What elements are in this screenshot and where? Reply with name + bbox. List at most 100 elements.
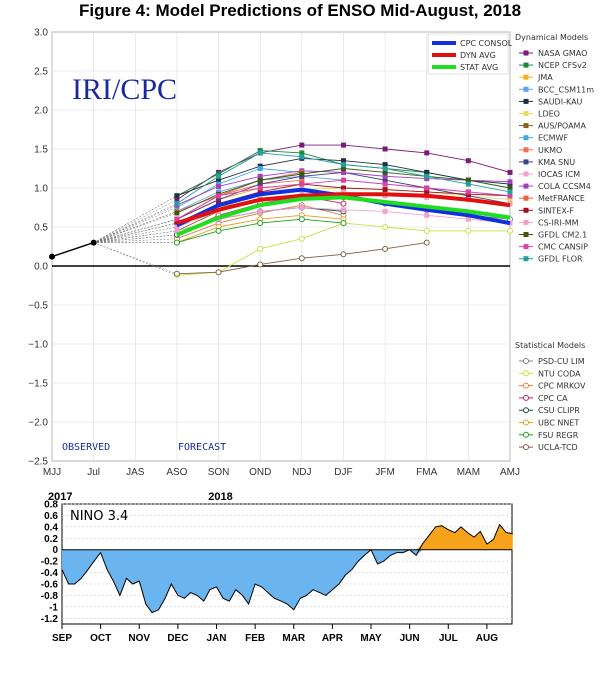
legend-label: NCEP CFSv2 [538, 61, 587, 70]
legend-label: PSD-CU LIM [538, 357, 585, 366]
x-tick-label: DEC [167, 633, 188, 644]
iri-cpc-logo: IRI/CPC [72, 73, 177, 106]
data-point [424, 212, 430, 218]
legend-marker [523, 244, 529, 250]
y-tick-label: −2.0 [28, 418, 48, 429]
data-point [507, 197, 513, 203]
data-point [340, 142, 346, 148]
y-tick-label: 1.5 [34, 145, 48, 156]
plot-area [51, 31, 511, 462]
y-tick-label: 0.6 [44, 511, 58, 522]
y-tick-label: -0.2 [41, 557, 59, 568]
x-tick-label: FMA [416, 467, 437, 478]
data-point [216, 205, 222, 210]
data-point [340, 251, 347, 258]
data-point [299, 150, 305, 156]
y-tick-label: 0.4 [44, 522, 58, 533]
data-point [382, 166, 388, 171]
nino34-line [61, 523, 513, 614]
fan-line [93, 212, 177, 243]
y-tick-label: -0.4 [41, 568, 59, 579]
y-tick-label: −1.5 [28, 379, 48, 390]
fan-line [93, 242, 177, 275]
legend-marker [523, 419, 529, 426]
data-point [299, 181, 305, 187]
data-point [257, 261, 264, 268]
legend-marker [523, 183, 529, 189]
legend-label: DYN AVG [460, 51, 496, 60]
x-tick-label: FEB [245, 633, 265, 644]
x-tick-label: MAR [282, 633, 306, 644]
statistical-series [173, 216, 347, 246]
y-tick-label: 0 [52, 545, 58, 556]
data-point [382, 187, 388, 193]
data-point [257, 173, 263, 179]
statistical-series [173, 239, 430, 277]
main-legend: CPC CONSOL DYN AVG STAT AVG [427, 33, 513, 75]
legend-marker [523, 444, 529, 451]
data-point [174, 197, 180, 203]
data-point [465, 189, 471, 195]
data-point [215, 227, 222, 234]
data-point [340, 166, 346, 171]
y-tick-label: 2.0 [34, 106, 48, 117]
legend-label: SAUDI-KAU [538, 97, 583, 106]
data-point [257, 189, 263, 195]
data-point [299, 171, 305, 177]
data-point [465, 181, 471, 187]
data-point [257, 245, 264, 252]
legend-label: COLA CCSM4 [538, 182, 591, 191]
fan-line [93, 195, 178, 243]
data-point [216, 197, 222, 203]
legend-label: BCC_CSM11m [538, 85, 594, 94]
data-point [299, 154, 305, 160]
y-tick-label: −0.5 [28, 301, 48, 312]
legend-label: GFDL FLOR [538, 255, 583, 264]
data-point [257, 150, 263, 156]
data-point [424, 185, 430, 191]
data-point [507, 227, 513, 234]
data-point [424, 169, 430, 175]
data-point [174, 193, 180, 199]
legend-label: CSU CLIPR [538, 406, 580, 415]
y-tick-label: 0.5 [34, 223, 48, 234]
x-tick-label: JFM [375, 467, 394, 478]
legend-marker [523, 86, 529, 92]
data-point [174, 216, 180, 222]
data-point [340, 207, 346, 213]
y-tick-label: 1.0 [34, 184, 48, 195]
observed-label: OBSERVED [62, 442, 110, 453]
data-point [340, 169, 346, 175]
legend-label: FSU REGR [538, 431, 579, 440]
data-point [507, 185, 513, 191]
data-point [382, 162, 388, 168]
data-point [174, 201, 180, 207]
y-tick-label: 3.0 [34, 28, 48, 39]
legend-label: CMC CANSIP [538, 243, 588, 252]
observed-point [49, 253, 55, 260]
legend-marker [523, 370, 529, 377]
legend-label: CPC CA [538, 394, 568, 403]
legend-marker [523, 358, 529, 364]
data-point [340, 185, 346, 191]
data-point [257, 181, 263, 187]
x-tick-label: OCT [90, 633, 111, 644]
legend-marker [523, 207, 529, 213]
legend-label: CPC CONSOL [460, 39, 513, 48]
legend-label: CS-IRI-MM [538, 218, 579, 227]
data-point [173, 270, 180, 277]
legend-marker [523, 195, 529, 201]
legend-label: UBC NNET [538, 419, 579, 428]
observed-line [51, 241, 94, 258]
legend-label: SINTEX-F [538, 206, 574, 215]
data-point [465, 216, 471, 222]
figure-title: Figure 4: Model Predictions of ENSO Mid-… [78, 1, 522, 20]
legend-label: LDEO [538, 110, 560, 119]
series-line [176, 192, 511, 226]
data-point [382, 208, 388, 214]
data-point [216, 183, 222, 189]
data-point [174, 210, 180, 216]
y-tick-label: −1.0 [28, 340, 48, 351]
fan-line [93, 226, 177, 243]
y-tick-label: 0.0 [34, 262, 48, 273]
